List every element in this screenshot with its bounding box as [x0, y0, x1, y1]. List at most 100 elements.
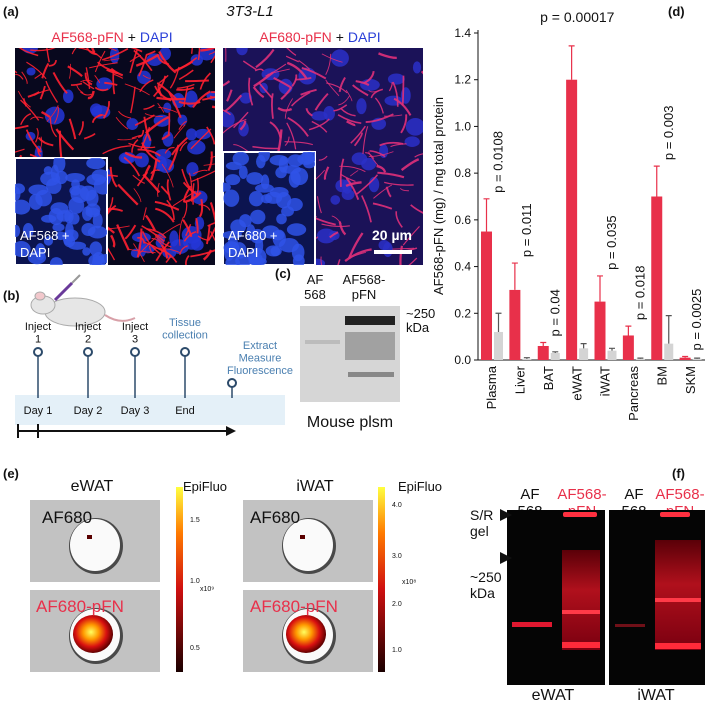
fibril: [200, 48, 215, 52]
tissue-label: eWAT: [71, 478, 114, 495]
fibril: [58, 130, 63, 158]
tissue-label: iWAT: [637, 687, 675, 704]
fibril: [368, 151, 394, 157]
fibril: [314, 92, 329, 111]
fibril: [209, 202, 215, 226]
fibril: [71, 48, 77, 55]
fibril: [177, 83, 195, 89]
fibril: [102, 145, 132, 155]
nucleus: [225, 161, 242, 171]
bar: [692, 358, 702, 360]
colorbar-title: EpiFluo: [183, 479, 227, 494]
fibril: [248, 77, 254, 106]
fibril: [21, 71, 28, 84]
fibril: [116, 224, 130, 251]
fibril: [164, 146, 175, 154]
nucleus: [53, 158, 66, 173]
fibril: [337, 259, 341, 265]
fibril: [113, 73, 124, 79]
fibril: [191, 48, 193, 54]
nucleus: [384, 95, 403, 106]
nucleus: [223, 241, 240, 255]
bar: [664, 343, 674, 360]
fibril: [286, 122, 297, 150]
nucleus: [223, 111, 235, 128]
nucleus: [15, 224, 21, 237]
fibril: [369, 150, 386, 158]
fibril: [38, 136, 43, 153]
fibril: [210, 55, 215, 64]
fibril: [271, 93, 274, 119]
fibril: [91, 114, 103, 123]
fibril: [138, 130, 145, 138]
fibril: [179, 216, 184, 246]
nucleus: [235, 254, 252, 265]
nucleus: [303, 159, 315, 169]
colorbar-tick: 2.0: [392, 601, 402, 608]
fibril: [84, 72, 93, 86]
fibril: [390, 143, 407, 148]
fibril: [154, 235, 172, 248]
fibril: [352, 84, 369, 97]
fibril: [208, 51, 215, 55]
fibril: [338, 221, 347, 236]
fibril: [365, 113, 394, 123]
fibril: [154, 200, 180, 211]
fibril: [162, 223, 181, 236]
fibril: [252, 145, 280, 150]
fibril: [127, 248, 156, 254]
fibril: [346, 120, 356, 127]
fibril: [55, 128, 75, 151]
fibril: [258, 81, 273, 99]
bar: [481, 231, 492, 360]
event-label: 3: [132, 334, 138, 346]
bar: [550, 352, 560, 360]
colorbar-title: EpiFluo: [398, 479, 442, 494]
pin-head: [180, 347, 190, 357]
p-value: p = 0.0025: [689, 289, 704, 351]
nucleus: [265, 245, 282, 257]
fibril: [15, 73, 24, 80]
fibril: [284, 98, 294, 119]
fibril: [190, 128, 212, 150]
fibril: [103, 58, 120, 62]
fibril: [142, 207, 147, 221]
nucleus: [62, 230, 74, 246]
inset-label: DAPI: [228, 245, 258, 260]
error-bar: [523, 357, 530, 359]
row-label: AF680-pFN: [36, 597, 124, 616]
nucleus: [92, 212, 103, 229]
fibril: [388, 82, 393, 92]
fibril: [414, 153, 423, 158]
error-bar: [540, 341, 547, 346]
event-label: 2: [85, 334, 91, 346]
fibril: [197, 48, 201, 61]
fibril: [320, 256, 323, 265]
fibril: [399, 245, 404, 265]
fibril: [384, 181, 414, 186]
label-part: +: [128, 29, 136, 45]
fibril: [80, 91, 92, 96]
nucleus: [186, 128, 197, 141]
fibril: [37, 136, 54, 147]
nucleus: [248, 190, 264, 207]
fibril: [345, 181, 362, 188]
fibril: [206, 126, 215, 145]
fibril: [195, 218, 199, 234]
fibril: [141, 225, 165, 242]
fibril: [117, 137, 137, 141]
colorbar-tick: 4.0: [392, 502, 402, 509]
p-value: p = 0.003: [661, 106, 676, 161]
nucleus: [405, 117, 423, 136]
fibril: [225, 48, 227, 62]
inset-content: [223, 152, 315, 265]
day-label: Day 1: [24, 405, 53, 417]
pin-head: [33, 347, 43, 357]
fibril: [407, 48, 408, 49]
label-part: DAPI: [348, 29, 381, 45]
fibril: [300, 88, 317, 96]
fibril: [178, 100, 201, 105]
timeline: Inject1Inject2Inject3TissuecollectionExt…: [24, 317, 293, 417]
fibril: [69, 63, 71, 79]
error-bar: [495, 312, 502, 332]
